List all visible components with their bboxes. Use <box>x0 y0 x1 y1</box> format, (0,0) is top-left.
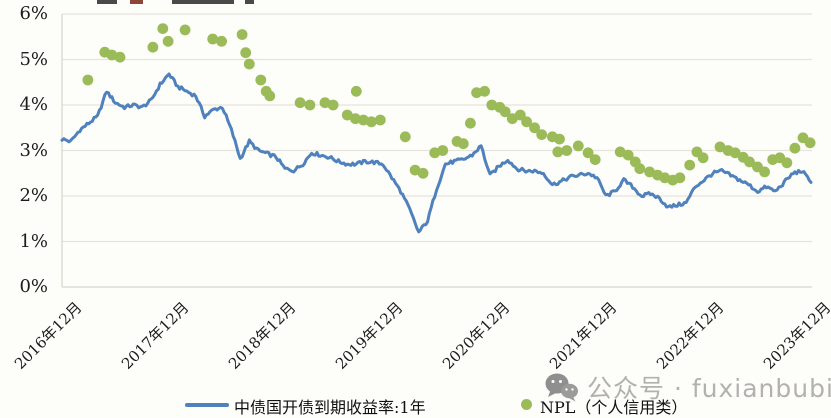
npl-scatter-dot <box>479 85 490 97</box>
npl-scatter-dot <box>582 147 594 159</box>
cropped-text-fragment <box>130 0 143 4</box>
npl-scatter-dot <box>147 41 159 53</box>
npl-scatter-dot <box>514 109 526 121</box>
npl-scatter-dot <box>561 145 573 156</box>
npl-scatter-dot <box>82 74 94 86</box>
npl-scatter-dot <box>729 147 741 159</box>
y-tick-label: 5% <box>19 48 48 70</box>
npl-scatter-dot <box>216 35 228 47</box>
y-tick-label: 1% <box>19 230 48 252</box>
npl-scatter-dot <box>236 29 248 40</box>
npl-scatter-dot <box>634 163 646 175</box>
npl-scatter-dot <box>622 149 634 161</box>
legend-dot-label: NPL（个人信用类） <box>540 398 688 417</box>
npl-scatter-dot <box>437 145 449 156</box>
npl-scatter-dot <box>304 99 316 111</box>
npl-scatter-dot <box>327 99 339 111</box>
npl-scatter-dot <box>471 87 482 99</box>
y-tick-label: 2% <box>19 185 48 206</box>
npl-scatter-dot <box>572 140 584 152</box>
cropped-text-fragment <box>97 0 117 4</box>
wechat-icon <box>545 373 578 401</box>
y-tick-label: 0% <box>19 276 48 297</box>
npl-scatter-dot <box>207 33 219 45</box>
npl-scatter-dot <box>554 133 565 145</box>
npl-scatter-dot <box>350 85 362 97</box>
npl-scatter-dot <box>114 51 126 63</box>
npl-scatter-dot <box>674 172 686 184</box>
npl-scatter-dot <box>684 159 696 171</box>
legend-line-swatch <box>185 403 229 407</box>
npl-scatter-dot <box>697 152 709 164</box>
npl-scatter-dot <box>319 97 331 109</box>
npl-scatter-dot <box>350 113 361 125</box>
npl-scatter-dot <box>162 35 174 47</box>
npl-scatter-dot <box>341 109 353 121</box>
npl-scatter-dot <box>465 117 476 129</box>
npl-scatter-dot <box>759 166 770 178</box>
npl-scatter-dot <box>714 141 726 153</box>
npl-scatter-dot <box>744 156 755 168</box>
cropped-text-fragment <box>245 0 254 4</box>
npl-scatter-dot <box>499 106 511 118</box>
npl-scatter-dot <box>552 146 564 158</box>
cropped-text-fragment <box>172 0 234 4</box>
npl-scatter-dot <box>106 49 118 61</box>
watermark: 公众号 · fuxianbubin <box>543 369 831 405</box>
y-tick-label: 4% <box>19 94 48 115</box>
npl-scatter-dot <box>521 116 532 128</box>
y-tick-label: 3% <box>19 139 48 161</box>
npl-scatter-dot <box>243 58 255 70</box>
npl-scatter-dot <box>399 131 411 143</box>
npl-scatter-dot <box>366 116 377 128</box>
yield-line-series <box>60 72 813 234</box>
npl-scatter-dot <box>264 90 276 102</box>
npl-scatter-dot <box>240 47 252 59</box>
npl-scatter-dot <box>417 167 429 179</box>
y-tick-label: 6% <box>19 3 48 24</box>
npl-scatter-dot <box>179 24 191 36</box>
npl-scatter-dot <box>294 97 306 109</box>
watermark-text: 公众号 · fuxianbubin <box>587 374 831 403</box>
npl-scatter-dot <box>589 154 601 166</box>
legend-line-label: 中债国开债到期收益率:1年 <box>234 398 426 417</box>
npl-scatter-dot <box>781 157 793 169</box>
npl-scatter-dot <box>529 122 540 134</box>
legend-dot-swatch <box>521 399 532 410</box>
npl-scatter-dot <box>374 114 386 126</box>
npl-scatter-dot <box>157 23 169 34</box>
npl-scatter-dot <box>255 74 267 86</box>
npl-scatter-dot <box>804 137 816 149</box>
npl-scatter-dot <box>457 138 469 150</box>
npl-scatter-dot <box>789 142 801 154</box>
npl-scatter-dot <box>536 129 548 141</box>
